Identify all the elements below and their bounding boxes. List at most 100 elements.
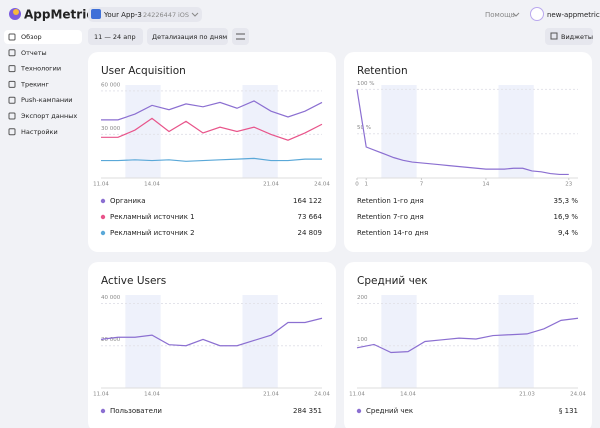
legend-dot (100, 214, 106, 220)
legend-name: Рекламный источник 1 (110, 213, 195, 221)
summary-value: 35,3 % (554, 197, 579, 205)
series-line (101, 100, 323, 121)
series-line (101, 117, 323, 141)
app-icon (91, 9, 101, 19)
legend-total: 24 809 (298, 229, 323, 237)
sidebar: Обзор Отчеты Технологии Трекинг Push-кампани… (8, 33, 77, 136)
logo: AppMetrica (24, 8, 102, 22)
x-tick-label: 14.04 (144, 182, 160, 188)
x-tick-label: 0 (355, 182, 359, 188)
widgets-button[interactable] (545, 28, 593, 45)
chevron (191, 12, 199, 17)
card (344, 52, 592, 252)
active-item (4, 30, 82, 44)
x-tick-label: 23 (565, 182, 572, 188)
x-tick-label: 7 (420, 182, 424, 188)
y-tick-label: 30 000 (101, 126, 121, 132)
summary-label: Retention 14-го дня (357, 229, 428, 237)
x-tick-label: 21.03 (519, 392, 535, 398)
nav-item[interactable]: Экспорт данных (21, 112, 77, 120)
app-selector[interactable] (88, 7, 202, 22)
nav-icon (8, 128, 16, 136)
app-id: 24226447 (143, 11, 176, 19)
series-line (101, 157, 322, 162)
chart-title: Active Users (101, 275, 166, 287)
summary-value: 16,9 % (554, 213, 579, 221)
summary-label: Retention 7-го дня (357, 213, 424, 221)
summary-label: Retention 1-го дня (357, 197, 424, 205)
nav-icon (8, 96, 16, 104)
help[interactable]: Помощь (485, 11, 515, 19)
weekend-band (498, 295, 534, 388)
legend-total: 164 122 (293, 197, 322, 205)
nav-icon (8, 112, 16, 120)
y-tick-label: 20 000 (101, 337, 121, 343)
app-name: Your App-3 (103, 11, 142, 19)
x-tick-label: 14.04 (144, 392, 160, 398)
x-tick-label: 11.04 (349, 392, 365, 398)
legend-name: Рекламный источник 2 (110, 229, 195, 237)
legend-name: Пользователи (110, 407, 162, 415)
nav-icon (8, 65, 16, 73)
nav-icon (8, 33, 16, 41)
dashboard: User Acquisition 30 000 60 000 11.04 14.04 21… (88, 52, 592, 428)
card (88, 52, 336, 252)
series-line (356, 317, 579, 354)
y-tick-label: 200 (357, 295, 368, 301)
y-tick-label: 50 % (357, 125, 371, 131)
legend-name: Органика (110, 197, 146, 205)
series-line (100, 317, 323, 347)
x-tick-label: 14.04 (400, 392, 416, 398)
nav-item[interactable]: Обзор (21, 33, 42, 41)
legend-total: 73 664 (298, 213, 323, 221)
legend-total: 284 351 (293, 407, 322, 415)
legend-total: § 131 (559, 407, 578, 415)
legend-dot (356, 408, 362, 414)
x-tick-label: 21.04 (263, 392, 279, 398)
nav-item[interactable]: Push-кампании (21, 96, 73, 104)
nav-item[interactable]: Трекинг (20, 80, 49, 88)
user[interactable]: new-appmetrica (547, 11, 600, 19)
y-tick-label: 100 (357, 337, 368, 343)
widgets-icon (550, 32, 558, 40)
chart-title: User Acquisition (101, 65, 186, 77)
nav-icon (8, 80, 16, 88)
chevron (512, 12, 520, 17)
nav-item[interactable]: Технологии (20, 65, 61, 73)
x-tick-label: 24.04 (314, 182, 330, 188)
x-tick-label: 24.04 (570, 392, 586, 398)
y-tick-label: 40 000 (101, 295, 121, 301)
detail-button[interactable] (147, 28, 228, 45)
nav-icon (8, 49, 16, 57)
legend-dot (100, 230, 106, 236)
x-tick-label: 11.04 (93, 392, 109, 398)
settings-button[interactable] (232, 28, 249, 45)
y-tick-label: 100 % (357, 81, 374, 87)
x-tick-label: 11.04 (93, 182, 109, 188)
weekend-band (498, 85, 534, 178)
weekend-band (125, 295, 161, 388)
date-button[interactable] (88, 28, 143, 45)
platform: iOS (178, 11, 189, 19)
y-tick-label: 60 000 (101, 82, 121, 88)
chart-title: Средний чек (357, 275, 428, 287)
avatar[interactable] (530, 7, 544, 21)
weekend-band (242, 295, 278, 388)
legend-dot (100, 408, 106, 414)
summary-value: 9,4 % (558, 229, 578, 237)
detail: Детализация по дням (152, 33, 227, 41)
widgets: Виджеты (561, 33, 593, 41)
x-tick-label: 14 (482, 182, 489, 188)
date-range: 11 — 24 апр (94, 33, 136, 41)
legend-dot (100, 198, 106, 204)
x-tick-label: 1 (364, 182, 368, 188)
nav-item[interactable]: Настройки (21, 128, 58, 136)
chart-title: Retention (357, 65, 408, 77)
series-line (356, 89, 569, 176)
nav-item[interactable]: Отчеты (21, 49, 47, 57)
weekend-band (381, 295, 417, 388)
x-tick-label: 21.04 (263, 182, 279, 188)
settings-icon (236, 33, 245, 40)
